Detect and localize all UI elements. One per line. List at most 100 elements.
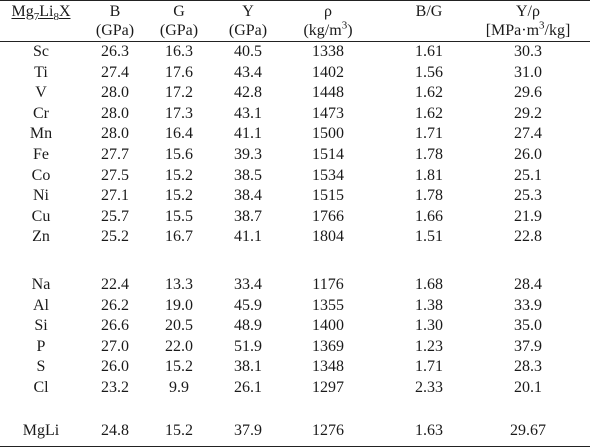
cell-rho: 1514 (312, 146, 344, 163)
cell-rho: 1355 (312, 296, 344, 314)
cell-b: 27.7 (101, 146, 129, 163)
table-row: Zn 25.2 16.7 41.1 1804 1.51 22.8 (0, 227, 590, 246)
cell-b: 26.3 (101, 43, 129, 60)
table-row: Sc 26.3 16.3 40.5 1338 1.61 30.3 (0, 42, 590, 61)
column-header-compound: Mg7Li8X (11, 3, 71, 24)
cell-b: 27.5 (101, 166, 129, 184)
cell-rho: 1402 (312, 63, 344, 81)
cell-y: 26.1 (234, 379, 262, 396)
cell-g: 17.2 (165, 84, 193, 102)
cell-rho: 1766 (312, 207, 344, 225)
cell-g: 16.7 (165, 228, 193, 246)
cell-yrho: 22.8 (514, 228, 542, 246)
table-row: Cl 23.2 9.9 26.1 1297 2.33 20.1 (0, 378, 590, 397)
cell-y: 51.9 (234, 337, 262, 355)
cell-compound: MgLi (22, 422, 60, 439)
cell-y: 43.1 (234, 104, 262, 122)
unit-yrho: [MPa·m3/kg] (485, 19, 571, 39)
cell-b: 26.0 (101, 358, 129, 376)
cell-y: 38.5 (234, 166, 262, 184)
cell-y: 38.1 (234, 358, 262, 376)
cell-b: 27.0 (101, 337, 129, 355)
cell-b: 26.2 (101, 296, 129, 314)
table-row: Ni 27.1 15.2 38.4 1515 1.78 25.3 (0, 186, 590, 205)
table-row: S 26.0 15.2 38.1 1348 1.71 28.3 (0, 357, 590, 376)
cell-yrho: 25.1 (514, 166, 542, 184)
cell-yrho: 20.1 (514, 379, 542, 396)
table-row: Mn 28.0 16.4 41.1 1500 1.71 27.4 (0, 124, 590, 143)
cell-compound: Ti (34, 63, 48, 81)
table-row: Co 27.5 15.2 38.5 1534 1.81 25.1 (0, 166, 590, 185)
cell-bg: 1.23 (415, 337, 443, 355)
table-row: Ti 27.4 17.6 43.4 1402 1.56 31.0 (0, 63, 590, 82)
cell-compound: Cr (33, 104, 49, 122)
cell-rho: 1348 (312, 358, 344, 376)
cell-rho: 1276 (312, 422, 344, 439)
cell-yrho: 30.3 (514, 43, 542, 60)
cell-compound: Si (34, 317, 48, 335)
cell-yrho: 26.0 (514, 146, 542, 163)
cell-bg: 1.81 (415, 166, 443, 184)
cell-g: 15.6 (165, 146, 193, 163)
cell-compound: Mn (29, 125, 53, 143)
cell-bg: 1.68 (415, 276, 443, 293)
cell-compound: P (36, 337, 46, 355)
header-row-1: Mg7Li8X B G Y ρ B/G Y/ρ (0, 2, 590, 24)
cell-compound: Ni (33, 187, 49, 205)
cell-yrho: 28.4 (514, 276, 542, 293)
cell-rho: 1534 (312, 166, 344, 184)
cell-g: 13.3 (165, 276, 193, 293)
cell-compound: Fe (33, 146, 49, 163)
cell-y: 38.4 (234, 187, 262, 205)
cell-y: 38.7 (234, 207, 262, 225)
column-header-rho: ρ (324, 3, 332, 20)
cell-b: 27.1 (101, 187, 129, 205)
table-top-rule (0, 0, 590, 1)
cell-y: 37.9 (234, 422, 262, 439)
column-header-g: G (173, 3, 185, 20)
cell-g: 15.2 (165, 187, 193, 205)
unit-g: (GPa) (159, 22, 199, 39)
table-row: Cu 25.7 15.5 38.7 1766 1.66 21.9 (0, 207, 590, 226)
table-bottom-rule (0, 446, 590, 447)
cell-yrho: 29.67 (510, 422, 546, 439)
header-row-2: (GPa) (GPa) (GPa) (kg/m3) [MPa·m3/kg] (0, 19, 590, 40)
cell-g: 20.5 (165, 317, 193, 335)
cell-g: 17.6 (165, 63, 193, 81)
cell-compound: V (35, 84, 47, 102)
cell-y: 48.9 (234, 317, 262, 335)
cell-compound: S (36, 358, 46, 376)
cell-g: 16.3 (165, 43, 193, 60)
cell-g: 19.0 (165, 296, 193, 314)
cell-bg: 2.33 (415, 379, 443, 396)
cell-yrho: 33.9 (514, 296, 542, 314)
unit-b: (GPa) (95, 22, 135, 39)
cell-bg: 1.62 (415, 84, 443, 102)
cell-b: 27.4 (101, 63, 129, 81)
cell-yrho: 28.3 (514, 358, 542, 376)
cell-compound: Al (33, 296, 49, 314)
cell-g: 9.9 (169, 379, 189, 396)
cell-compound: Zn (32, 228, 50, 246)
cell-bg: 1.63 (415, 422, 443, 439)
cell-rho: 1338 (312, 43, 344, 60)
cell-g: 17.3 (165, 104, 193, 122)
unit-y: (GPa) (228, 22, 268, 39)
cell-y: 40.5 (234, 43, 262, 60)
cell-yrho: 25.3 (514, 187, 542, 205)
table-row: P 27.0 22.0 51.9 1369 1.23 37.9 (0, 337, 590, 356)
cell-y: 45.9 (234, 296, 262, 314)
cell-bg: 1.78 (415, 187, 443, 205)
cell-bg: 1.61 (415, 43, 443, 60)
cell-y: 42.8 (234, 84, 262, 102)
cell-b: 24.8 (101, 422, 129, 439)
column-header-b: B (109, 3, 121, 20)
cell-rho: 1500 (312, 125, 344, 143)
cell-bg: 1.62 (415, 104, 443, 122)
cell-b: 28.0 (101, 104, 129, 122)
cell-rho: 1369 (312, 337, 344, 355)
cell-rho: 1515 (312, 187, 344, 205)
cell-bg: 1.66 (415, 207, 443, 225)
cell-yrho: 37.9 (514, 337, 542, 355)
